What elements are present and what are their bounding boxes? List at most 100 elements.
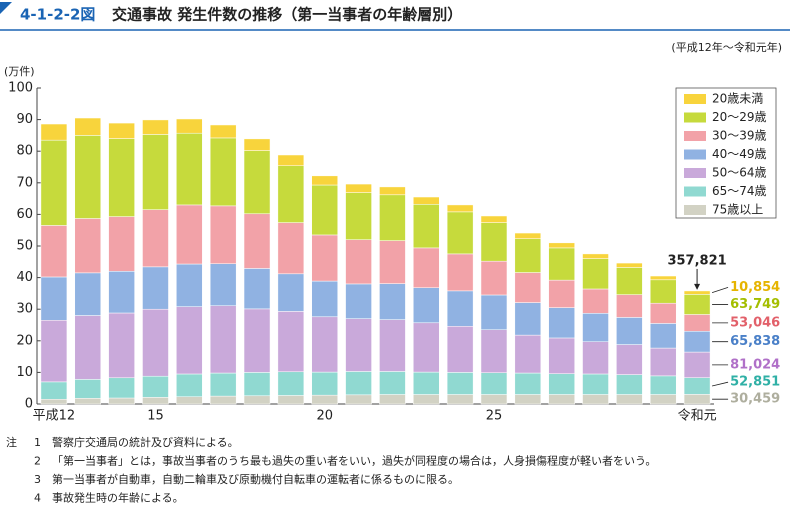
legend-swatch — [684, 149, 706, 160]
bar-segment — [142, 308, 169, 377]
y-tick-label: 90 — [16, 112, 33, 127]
legend-label: 30～39歳 — [712, 129, 767, 143]
bar-segment — [345, 239, 372, 285]
y-tick-label: 80 — [16, 144, 33, 159]
bar-segment — [74, 218, 102, 274]
bar-segment — [582, 288, 609, 314]
bar-segment — [548, 337, 575, 374]
bar-segment — [582, 258, 609, 290]
value-label: 53,046 — [730, 315, 780, 330]
bar-segment — [108, 271, 135, 314]
bar-segment — [616, 294, 643, 318]
bar-segment — [480, 372, 508, 395]
bar-segment — [40, 399, 68, 405]
x-tick-label: 25 — [486, 409, 503, 424]
bar-segment — [142, 375, 169, 398]
bar-segment — [345, 192, 372, 240]
bar-segment — [514, 238, 542, 273]
bar-segment — [40, 381, 68, 400]
bar-segment — [649, 394, 677, 405]
bar-segment — [209, 137, 237, 207]
x-tick-label: 平成12 — [33, 409, 76, 424]
y-axis-label: (万件) — [4, 65, 35, 78]
bar-segment — [446, 211, 474, 255]
corner-mark — [0, 2, 12, 14]
bar-segment — [209, 372, 237, 397]
bar-segment — [514, 272, 542, 303]
bar-segment — [108, 138, 135, 217]
bar-segment — [683, 314, 711, 332]
y-tick-label: 70 — [16, 175, 33, 190]
bar-segment — [108, 216, 135, 272]
bar-segment — [209, 305, 237, 374]
bar-segment — [277, 154, 305, 166]
bar-segment — [345, 371, 372, 396]
bar-segment — [209, 124, 237, 139]
bar-segment — [446, 372, 474, 395]
bar-segment — [616, 267, 643, 295]
note-number: 2 — [34, 455, 41, 468]
total-arrowhead — [694, 283, 701, 290]
bar-segment — [379, 194, 406, 241]
bar-segment — [548, 247, 575, 281]
bar-segment — [209, 395, 237, 405]
bar-segment — [514, 334, 542, 374]
bar-segment — [74, 272, 102, 316]
y-tick-label: 40 — [16, 270, 33, 285]
bar-segment — [616, 394, 643, 405]
bar-segment — [548, 242, 575, 249]
bar-segment — [413, 247, 440, 288]
bar-segment — [345, 318, 372, 372]
bar-segment — [548, 279, 575, 308]
note-label: 注 — [6, 435, 17, 449]
bar-segment — [209, 263, 237, 306]
y-tick-label: 0 — [25, 397, 33, 412]
bar-segment — [446, 253, 474, 292]
legend-label: 50～64歳 — [712, 166, 767, 180]
bar-segment — [176, 306, 203, 375]
note-text: 事故発生時の年齢による。 — [52, 491, 184, 505]
bar-segment — [683, 290, 711, 295]
bar-segment — [74, 117, 102, 136]
bar-segment — [74, 135, 102, 219]
bar-segment — [446, 204, 474, 213]
total-label: 357,821 — [667, 253, 726, 268]
bar-segment — [379, 371, 406, 395]
value-label: 52,851 — [730, 375, 780, 390]
bar-segment — [379, 319, 406, 372]
bar-segment — [311, 280, 338, 318]
bar-segment — [176, 263, 203, 307]
note-text: 「第一当事者」とは，事故当事者のうち最も過失の重い者をいい，過失が同程度の場合は… — [52, 454, 656, 468]
bar-segment — [243, 395, 271, 405]
note-number: 3 — [34, 473, 41, 486]
bar-segment — [379, 186, 406, 196]
bar-segment — [548, 394, 575, 405]
figure-number: 4-1-2-2図 — [20, 6, 95, 24]
bar-segment — [446, 290, 474, 327]
bar-segment — [176, 396, 203, 405]
bar-segment — [446, 326, 474, 373]
bar-segment — [40, 139, 68, 226]
bar-segment — [649, 302, 677, 324]
bar-segment — [277, 311, 305, 373]
bar-segment — [176, 373, 203, 397]
value-label: 65,838 — [730, 334, 780, 349]
bar-segment — [514, 372, 542, 395]
bar-segment — [649, 347, 677, 377]
bar-segment — [277, 371, 305, 396]
bar-segment — [243, 372, 271, 397]
bar-segment — [40, 123, 68, 141]
bar-segment — [582, 373, 609, 395]
bar-segment — [277, 222, 305, 275]
bar-segment — [582, 253, 609, 259]
label-arrow — [711, 287, 729, 294]
subtitle: (平成12年～令和元年) — [671, 40, 782, 54]
bar-segment — [616, 374, 643, 395]
y-tick-label: 30 — [16, 302, 33, 317]
x-tick-label: 15 — [147, 409, 164, 424]
legend-label: 20～29歳 — [712, 110, 767, 124]
bar-segment — [616, 344, 643, 375]
bar-segment — [649, 375, 677, 395]
bar-segment — [176, 118, 203, 134]
